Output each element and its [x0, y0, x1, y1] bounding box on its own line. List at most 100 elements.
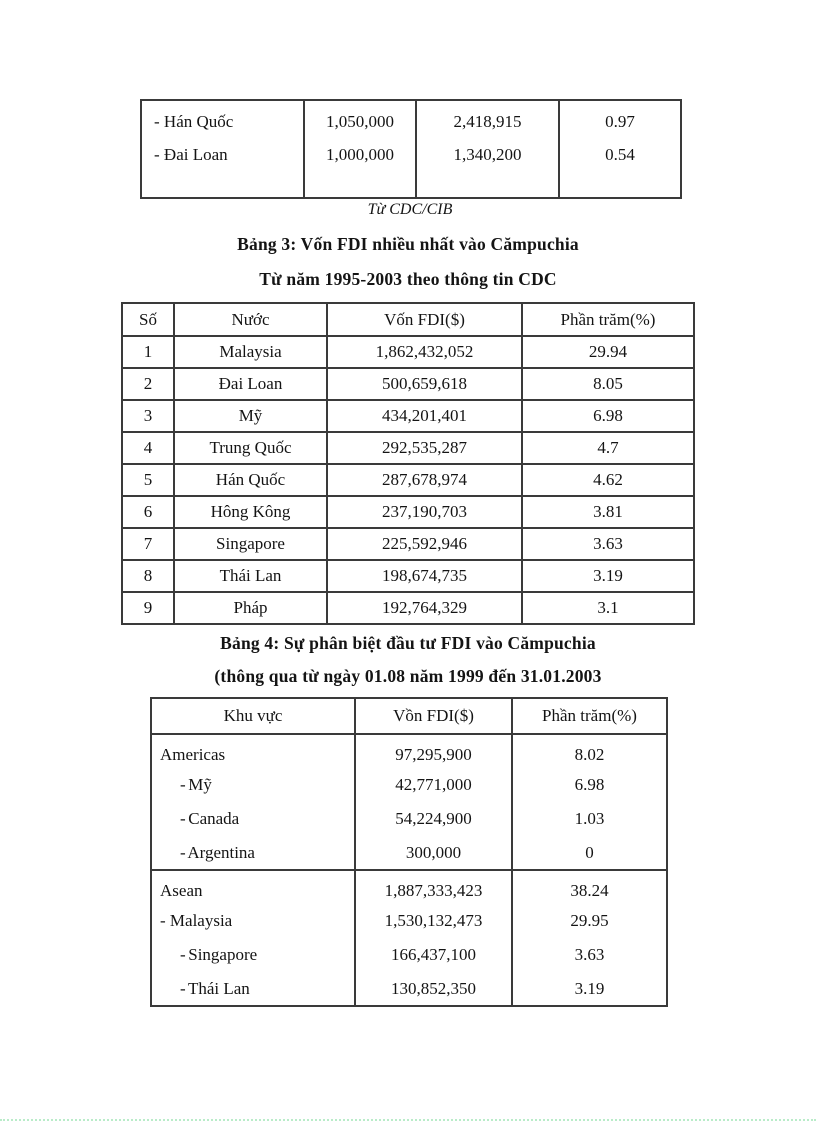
- fdi-value: 292,535,287: [326, 431, 523, 465]
- fdi-value: 300,000: [354, 836, 512, 870]
- fdi-value: 42,771,000: [354, 768, 512, 802]
- table-row: 6 Hông Kông 237,190,703 3.81: [121, 495, 695, 529]
- fdi-value: 237,190,703: [326, 495, 523, 529]
- percent: 0.54: [605, 145, 635, 164]
- country: Malaysia: [173, 335, 328, 369]
- table4-title: Bảng 4: Sự phân biệt đầu tư FDI vào Cămp…: [220, 633, 596, 653]
- table-row: 1 Malaysia 1,862,432,052 29.94: [121, 335, 695, 369]
- country-label: - Hán Quốc: [154, 112, 234, 131]
- table-row: - Mỹ 42,771,000 6.98: [151, 768, 667, 802]
- table-row: 4 Trung Quốc 292,535,287 4.7: [121, 431, 695, 465]
- country: Pháp: [173, 591, 328, 625]
- fdi-value: 198,674,735: [326, 559, 523, 593]
- percent: 3.19: [521, 559, 695, 593]
- country-label: - Đai Loan: [154, 145, 228, 164]
- top-partial-table: - Hán Quốc - Đai Loan 1,050,000 1,000,00…: [140, 99, 682, 199]
- region-label: Asean: [160, 880, 203, 900]
- region-cell: - Malaysia: [151, 904, 355, 938]
- col-header-phan-tram: Phần trăm(%): [521, 302, 695, 337]
- table4-subtitle: (thông qua từ ngày 01.08 năm 1999 đến 31…: [214, 666, 602, 686]
- value: 1,050,000: [326, 112, 394, 131]
- rank: 7: [121, 527, 175, 561]
- table-row: - Hán Quốc - Đai Loan 1,050,000 1,000,00…: [141, 100, 681, 198]
- country: Thái Lan: [173, 559, 328, 593]
- table-row: 5 Hán Quốc 287,678,974 4.62: [121, 463, 695, 497]
- fdi-value: 130,852,350: [354, 972, 512, 1006]
- rank: 2: [121, 367, 175, 401]
- value: 1,000,000: [326, 145, 394, 164]
- region-label: - Malaysia: [160, 911, 233, 930]
- dash: -: [180, 978, 186, 998]
- percent: 3.81: [521, 495, 695, 529]
- rank: 4: [121, 431, 175, 465]
- col-header-phan-tram: Phần trăm(%): [511, 698, 667, 735]
- table-row: - Malaysia 1,530,132,473 29.95: [151, 904, 667, 938]
- region-label: Canada: [188, 809, 240, 828]
- country: Đai Loan: [173, 367, 328, 401]
- value: 2,418,915: [453, 112, 522, 131]
- percent: 29.94: [521, 335, 695, 369]
- percent: 3.63: [511, 938, 667, 972]
- page-edge-dotted-rule: [0, 1119, 816, 1121]
- fdi-value: 434,201,401: [326, 399, 523, 433]
- rank: 3: [121, 399, 175, 433]
- percent: 3.1: [521, 591, 695, 625]
- fdi-value: 1,862,432,052: [326, 335, 523, 369]
- table-row: - Singapore 166,437,100 3.63: [151, 938, 667, 972]
- region-label: Thái Lan: [187, 978, 250, 998]
- fdi-value: 97,295,900: [354, 734, 512, 768]
- percent: 29.95: [511, 904, 667, 938]
- region-label: Americas: [160, 744, 226, 764]
- percent: 6.98: [511, 768, 667, 802]
- table-row: - Canada 54,224,900 1.03: [151, 802, 667, 836]
- percent: 8.05: [521, 367, 695, 401]
- table-row: 7 Singapore 225,592,946 3.63: [121, 527, 695, 561]
- table-row: 2 Đai Loan 500,659,618 8.05: [121, 367, 695, 401]
- percent: 3.63: [521, 527, 695, 561]
- table3-subtitle: Từ năm 1995-2003 theo thông tin CDC: [259, 269, 557, 289]
- col-header-khu-vuc: Khu vực: [151, 698, 355, 735]
- value: 1,340,200: [453, 145, 522, 164]
- rank: 8: [121, 559, 175, 593]
- percent: 0: [511, 836, 667, 870]
- rank: 1: [121, 335, 175, 369]
- col-header-von-fdi: Vồn FDI($): [354, 698, 512, 735]
- fdi-value: 166,437,100: [354, 938, 512, 972]
- col-header-nuoc: Nước: [173, 302, 328, 337]
- table-header-row: Số Nước Vốn FDI($) Phần trăm(%): [121, 302, 695, 337]
- source-caption: Từ CDC/CIB: [367, 201, 453, 218]
- rank: 5: [121, 463, 175, 497]
- region-cell: Americas: [151, 734, 355, 768]
- country: Mỹ: [173, 399, 328, 433]
- dash: -: [180, 775, 186, 794]
- dash: -: [180, 809, 186, 828]
- percent: 38.24: [511, 869, 667, 904]
- fdi-value: 192,764,329: [326, 591, 523, 625]
- country: Hán Quốc: [173, 463, 328, 497]
- percent: 8.02: [511, 734, 667, 768]
- table-row: Asean 1,887,333,423 38.24: [151, 869, 667, 904]
- percent: 3.19: [511, 972, 667, 1006]
- rank: 6: [121, 495, 175, 529]
- percent: 4.7: [521, 431, 695, 465]
- fdi-value: 1,530,132,473: [354, 904, 512, 938]
- percent: 0.97: [605, 112, 635, 131]
- table-row: Americas 97,295,900 8.02: [151, 734, 667, 768]
- dash: -: [180, 842, 186, 862]
- fdi-country-table: Số Nước Vốn FDI($) Phần trăm(%) 1 Malays…: [121, 302, 695, 625]
- percent: 4.62: [521, 463, 695, 497]
- fdi-value: 500,659,618: [326, 367, 523, 401]
- dash: -: [180, 945, 186, 964]
- percent: 1.03: [511, 802, 667, 836]
- table3-title: Bảng 3: Vốn FDI nhiều nhất vào Cămpuchia: [237, 234, 579, 254]
- table-row: 3 Mỹ 434,201,401 6.98: [121, 399, 695, 433]
- col-header-von-fdi: Vốn FDI($): [326, 302, 523, 337]
- region-cell: - Canada: [151, 802, 355, 836]
- country-cell: - Hán Quốc - Đai Loan: [141, 100, 304, 198]
- region-label: Argentina: [187, 842, 255, 862]
- region-cell: - Argentina: [151, 836, 355, 870]
- region-label: Singapore: [188, 945, 258, 964]
- col-header-so: Số: [121, 302, 175, 337]
- region-label: Mỹ: [188, 775, 212, 794]
